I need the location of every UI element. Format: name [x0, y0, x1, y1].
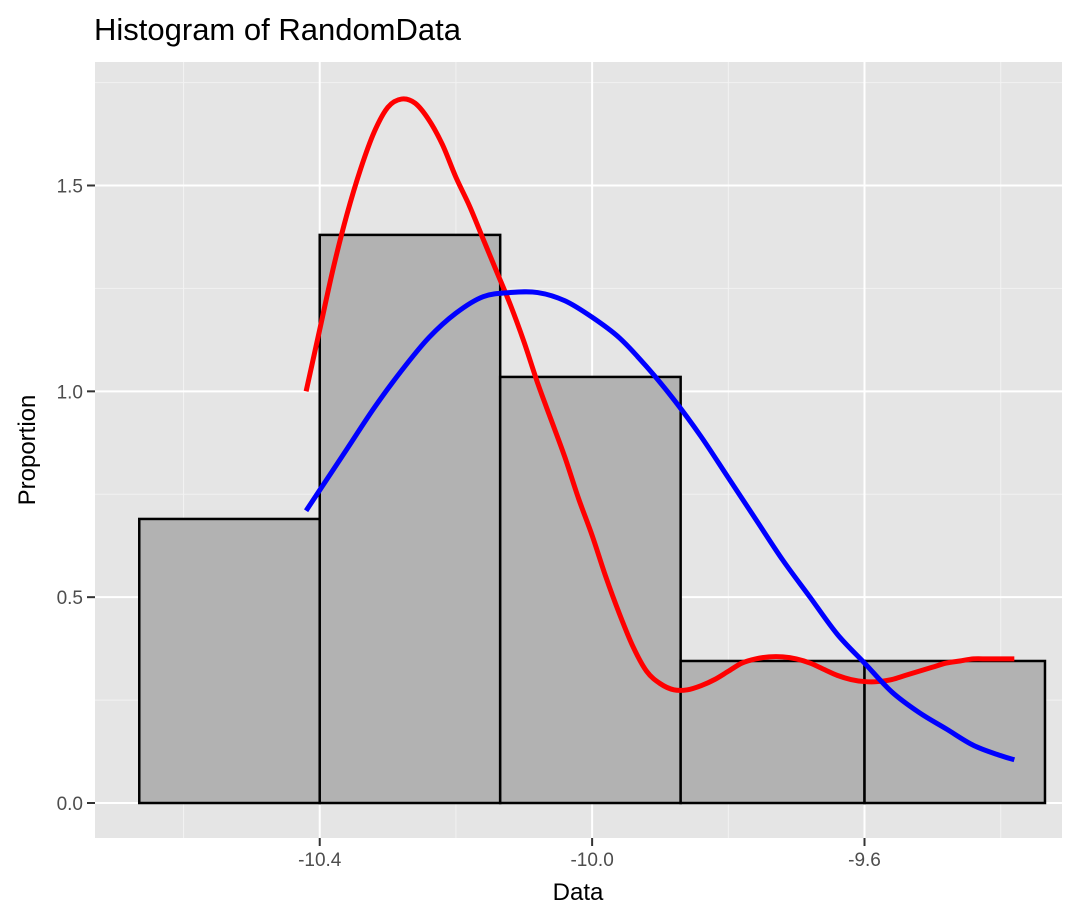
density-curves [303, 96, 1016, 763]
y-tick-label: 1.5 [57, 177, 83, 198]
y-tick-label: 0.0 [57, 794, 83, 815]
chart-title: Histogram of RandomData [94, 12, 462, 47]
x-axis-title: Data [553, 879, 604, 906]
y-tick-label: 1.0 [57, 382, 83, 403]
density-curve-red [303, 96, 1015, 693]
normal-curve-blue [304, 289, 1016, 763]
x-tick-label: -10.0 [570, 850, 613, 871]
y-axis: 0.0 0.5 1.0 1.5 [57, 177, 95, 815]
histogram-bar [679, 659, 866, 805]
histogram-bar [318, 233, 502, 805]
x-tick-label: -9.6 [848, 850, 881, 871]
y-tick-label: 0.5 [57, 588, 83, 609]
x-tick-label: -10.4 [298, 850, 342, 871]
histogram-bar [498, 375, 682, 805]
x-axis: -10.4 -10.0 -9.6 [298, 838, 881, 871]
histogram-bar [138, 517, 321, 805]
histogram-bars [138, 233, 1047, 805]
y-axis-title: Proportion [14, 395, 41, 506]
